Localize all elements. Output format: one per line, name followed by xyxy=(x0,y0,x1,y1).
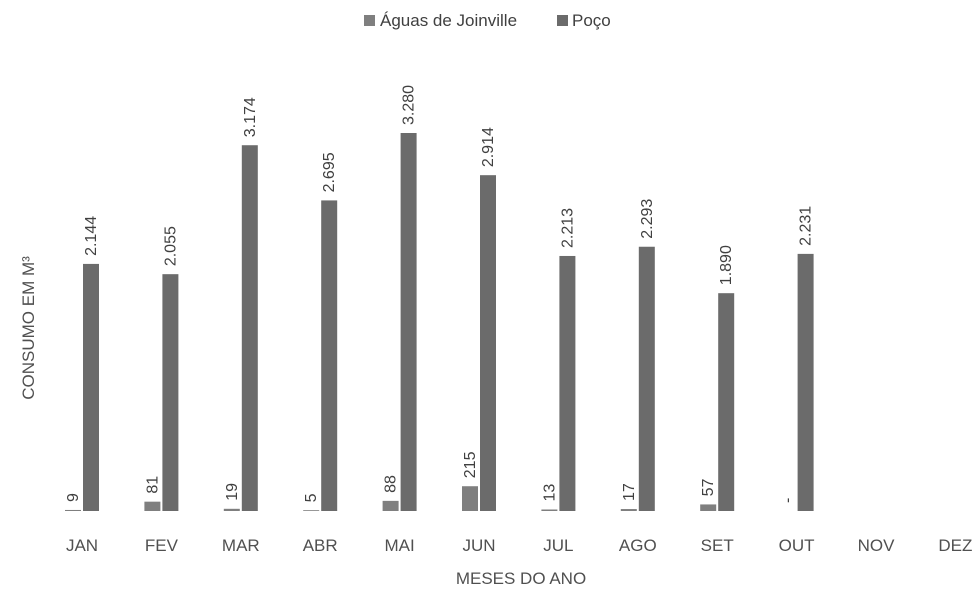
legend-swatch-poco xyxy=(557,15,568,26)
data-label-aguas-out: - xyxy=(780,498,797,503)
bar-aguas-mar xyxy=(223,508,240,511)
bar-aguas-jul xyxy=(541,509,558,511)
x-tick-label-mai: MAI xyxy=(384,536,414,555)
data-label-aguas-abr: 5 xyxy=(303,493,320,502)
bar-aguas-jun xyxy=(462,486,478,511)
data-label-poco-set: 1.890 xyxy=(718,245,735,285)
bar-poco-jun xyxy=(480,175,496,512)
data-label-poco-fev: 2.055 xyxy=(162,226,179,266)
legend-label-aguas: Águas de Joinville xyxy=(380,11,517,30)
x-axis-title: MESES DO ANO xyxy=(456,569,586,588)
x-tick-label-out: OUT xyxy=(779,536,815,555)
data-label-aguas-jul: 13 xyxy=(541,484,558,502)
x-tick-label-jan: JAN xyxy=(66,536,98,555)
plot-area: JAN 9 2.144 FEV 81 2.055 MAR 19 3.174 ABR 5 2.695 MA… xyxy=(65,85,972,555)
data-label-poco-out: 2.231 xyxy=(798,206,815,246)
data-label-poco-mai: 3.280 xyxy=(401,85,418,125)
data-label-aguas-jan: 9 xyxy=(65,493,82,502)
x-tick-label-fev: FEV xyxy=(145,536,179,555)
bar-poco-fev xyxy=(162,274,179,511)
data-label-poco-jul: 2.213 xyxy=(559,208,576,248)
bar-poco-mar xyxy=(241,145,258,511)
bar-poco-abr xyxy=(321,200,338,512)
bar-poco-out xyxy=(797,253,814,511)
legend: Águas de Joinville Poço xyxy=(364,11,611,30)
data-label-aguas-mar: 19 xyxy=(224,483,241,501)
data-label-aguas-ago: 17 xyxy=(621,483,638,501)
bar-aguas-set xyxy=(700,504,717,511)
data-label-poco-ago: 2.293 xyxy=(639,199,656,239)
x-tick-label-jul: JUL xyxy=(543,536,573,555)
data-label-poco-mar: 3.174 xyxy=(242,97,259,137)
bar-poco-jan xyxy=(83,263,99,511)
legend-item-poco: Poço xyxy=(557,11,611,30)
data-label-poco-jan: 2.144 xyxy=(83,216,100,256)
x-tick-label-abr: ABR xyxy=(303,536,338,555)
bar-aguas-ago xyxy=(620,509,637,511)
bar-poco-set xyxy=(718,293,735,511)
bar-aguas-abr xyxy=(303,510,320,511)
x-tick-label-nov: NOV xyxy=(858,536,896,555)
x-tick-label-mar: MAR xyxy=(222,536,260,555)
bar-aguas-mai xyxy=(382,500,399,511)
x-tick-label-ago: AGO xyxy=(619,536,657,555)
data-label-aguas-set: 57 xyxy=(700,479,717,497)
data-label-aguas-mai: 88 xyxy=(383,475,400,493)
x-tick-label-dez: DEZ xyxy=(938,536,972,555)
legend-label-poco: Poço xyxy=(572,11,611,30)
y-axis-title: CONSUMO EM M³ xyxy=(19,256,38,400)
bar-poco-jul xyxy=(559,255,576,511)
bar-aguas-fev xyxy=(144,501,161,511)
bar-aguas-jan xyxy=(65,509,81,511)
legend-swatch-aguas xyxy=(364,15,375,26)
x-tick-label-set: SET xyxy=(701,536,734,555)
data-label-aguas-jun: 215 xyxy=(462,451,479,478)
legend-item-aguas: Águas de Joinville xyxy=(364,11,517,30)
bar-poco-ago xyxy=(638,246,655,511)
data-label-poco-abr: 2.695 xyxy=(321,152,338,192)
bar-poco-mai xyxy=(400,133,417,511)
x-tick-label-jun: JUN xyxy=(462,536,495,555)
data-label-poco-jun: 2.914 xyxy=(480,127,497,167)
data-label-aguas-fev: 81 xyxy=(144,476,161,494)
